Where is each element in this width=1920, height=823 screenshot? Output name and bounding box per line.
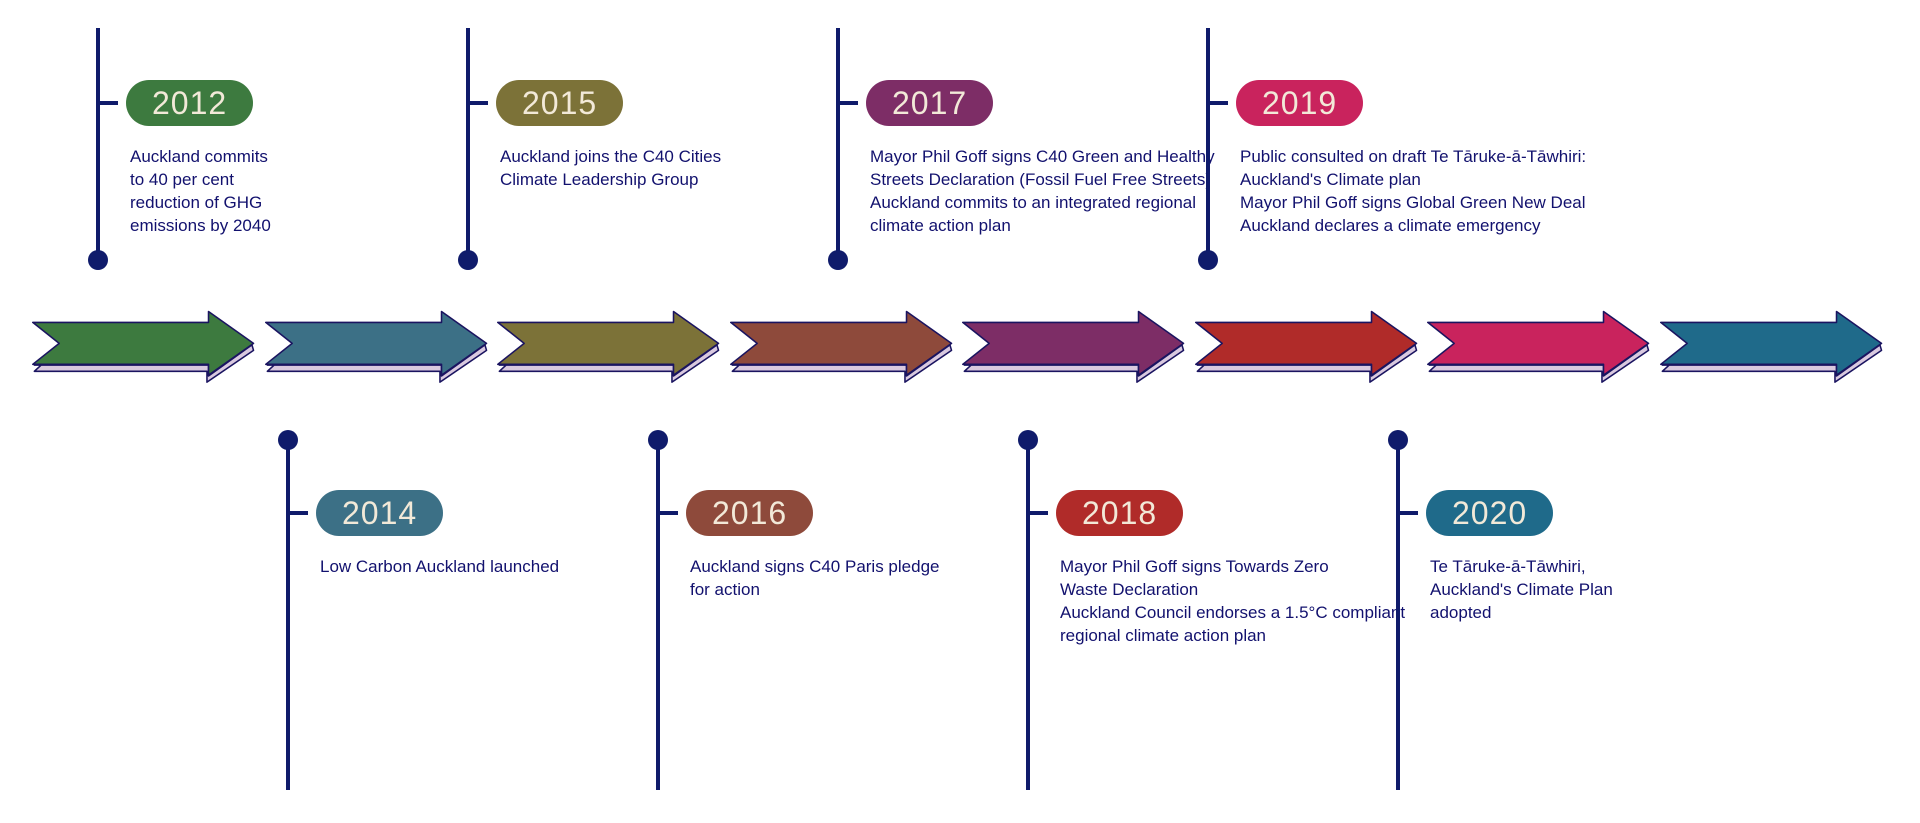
timeline-arrow-segment — [495, 310, 728, 400]
connector-line — [836, 28, 840, 260]
event-description-line: Low Carbon Auckland launched — [320, 556, 580, 579]
connector-tick — [1030, 511, 1048, 515]
event-description-line: to 40 per cent — [130, 169, 320, 192]
event-description-line: emissions by 2040 — [130, 215, 320, 238]
event-description-line: Te Tāruke-ā-Tāwhiri, — [1430, 556, 1650, 579]
event-description-line: Auckland commits to an integrated region… — [870, 192, 1230, 215]
connector-tick — [290, 511, 308, 515]
event-description: Te Tāruke-ā-Tāwhiri,Auckland's Climate P… — [1430, 556, 1650, 625]
connector-line — [1026, 440, 1030, 790]
event-description-line: regional climate action plan — [1060, 625, 1420, 648]
event-description-line: climate action plan — [870, 215, 1230, 238]
connector-dot — [648, 430, 668, 450]
timeline-stage: 2012 Auckland commitsto 40 per centreduct… — [0, 0, 1920, 823]
event-description-line: Mayor Phil Goff signs Global Green New D… — [1240, 192, 1640, 215]
year-pill: 2014 — [316, 490, 443, 536]
year-pill: 2018 — [1056, 490, 1183, 536]
event-description-line: Auckland declares a climate emergency — [1240, 215, 1640, 238]
year-pill: 2015 — [496, 80, 623, 126]
event-description-line: Streets Declaration (Fossil Fuel Free St… — [870, 169, 1230, 192]
connector-tick — [470, 101, 488, 105]
event-description: Auckland signs C40 Paris pledgefor actio… — [690, 556, 950, 602]
connector-dot — [458, 250, 478, 270]
event-description: Mayor Phil Goff signs C40 Green and Heal… — [870, 146, 1230, 238]
connector-line — [466, 28, 470, 260]
year-pill: 2019 — [1236, 80, 1363, 126]
timeline-arrow-segment — [1658, 310, 1891, 400]
connector-tick — [660, 511, 678, 515]
connector-tick — [1210, 101, 1228, 105]
event-description-line: Climate Leadership Group — [500, 169, 760, 192]
connector-line — [286, 440, 290, 790]
year-pill: 2017 — [866, 80, 993, 126]
event-description-line: Auckland signs C40 Paris pledge — [690, 556, 950, 579]
connector-tick — [100, 101, 118, 105]
event-description-line: Auckland joins the C40 Cities — [500, 146, 760, 169]
connector-tick — [840, 101, 858, 105]
connector-dot — [1198, 250, 1218, 270]
event-description-line: Auckland's Climate Plan — [1430, 579, 1650, 602]
event-description: Mayor Phil Goff signs Towards ZeroWaste … — [1060, 556, 1420, 648]
event-description-line: Public consulted on draft Te Tāruke-ā-Tā… — [1240, 146, 1640, 169]
connector-line — [1206, 28, 1210, 260]
timeline-arrow-segment — [1193, 310, 1426, 400]
event-description-line: reduction of GHG — [130, 192, 320, 215]
connector-tick — [1400, 511, 1418, 515]
connector-dot — [828, 250, 848, 270]
year-pill: 2012 — [126, 80, 253, 126]
connector-dot — [278, 430, 298, 450]
connector-dot — [88, 250, 108, 270]
timeline-arrow-segment — [30, 310, 263, 400]
timeline-arrow-segment — [1425, 310, 1658, 400]
connector-dot — [1018, 430, 1038, 450]
year-pill: 2020 — [1426, 490, 1553, 536]
timeline-arrow-segment — [263, 310, 496, 400]
event-description-line: Auckland's Climate plan — [1240, 169, 1640, 192]
connector-line — [1396, 440, 1400, 790]
event-description-line: Mayor Phil Goff signs C40 Green and Heal… — [870, 146, 1230, 169]
event-description: Low Carbon Auckland launched — [320, 556, 580, 579]
timeline-arrow-segment — [728, 310, 961, 400]
event-description-line: Auckland Council endorses a 1.5°C compli… — [1060, 602, 1420, 625]
year-pill: 2016 — [686, 490, 813, 536]
connector-line — [656, 440, 660, 790]
connector-dot — [1388, 430, 1408, 450]
event-description-line: for action — [690, 579, 950, 602]
event-description-line: Auckland commits — [130, 146, 320, 169]
event-description: Auckland commitsto 40 per centreduction … — [130, 146, 320, 238]
event-description: Auckland joins the C40 CitiesClimate Lea… — [500, 146, 760, 192]
event-description-line: adopted — [1430, 602, 1650, 625]
event-description-line: Mayor Phil Goff signs Towards Zero — [1060, 556, 1420, 579]
event-description-line: Waste Declaration — [1060, 579, 1420, 602]
timeline-arrow-segment — [960, 310, 1193, 400]
connector-line — [96, 28, 100, 260]
event-description: Public consulted on draft Te Tāruke-ā-Tā… — [1240, 146, 1640, 238]
timeline-arrow-row — [30, 310, 1890, 400]
